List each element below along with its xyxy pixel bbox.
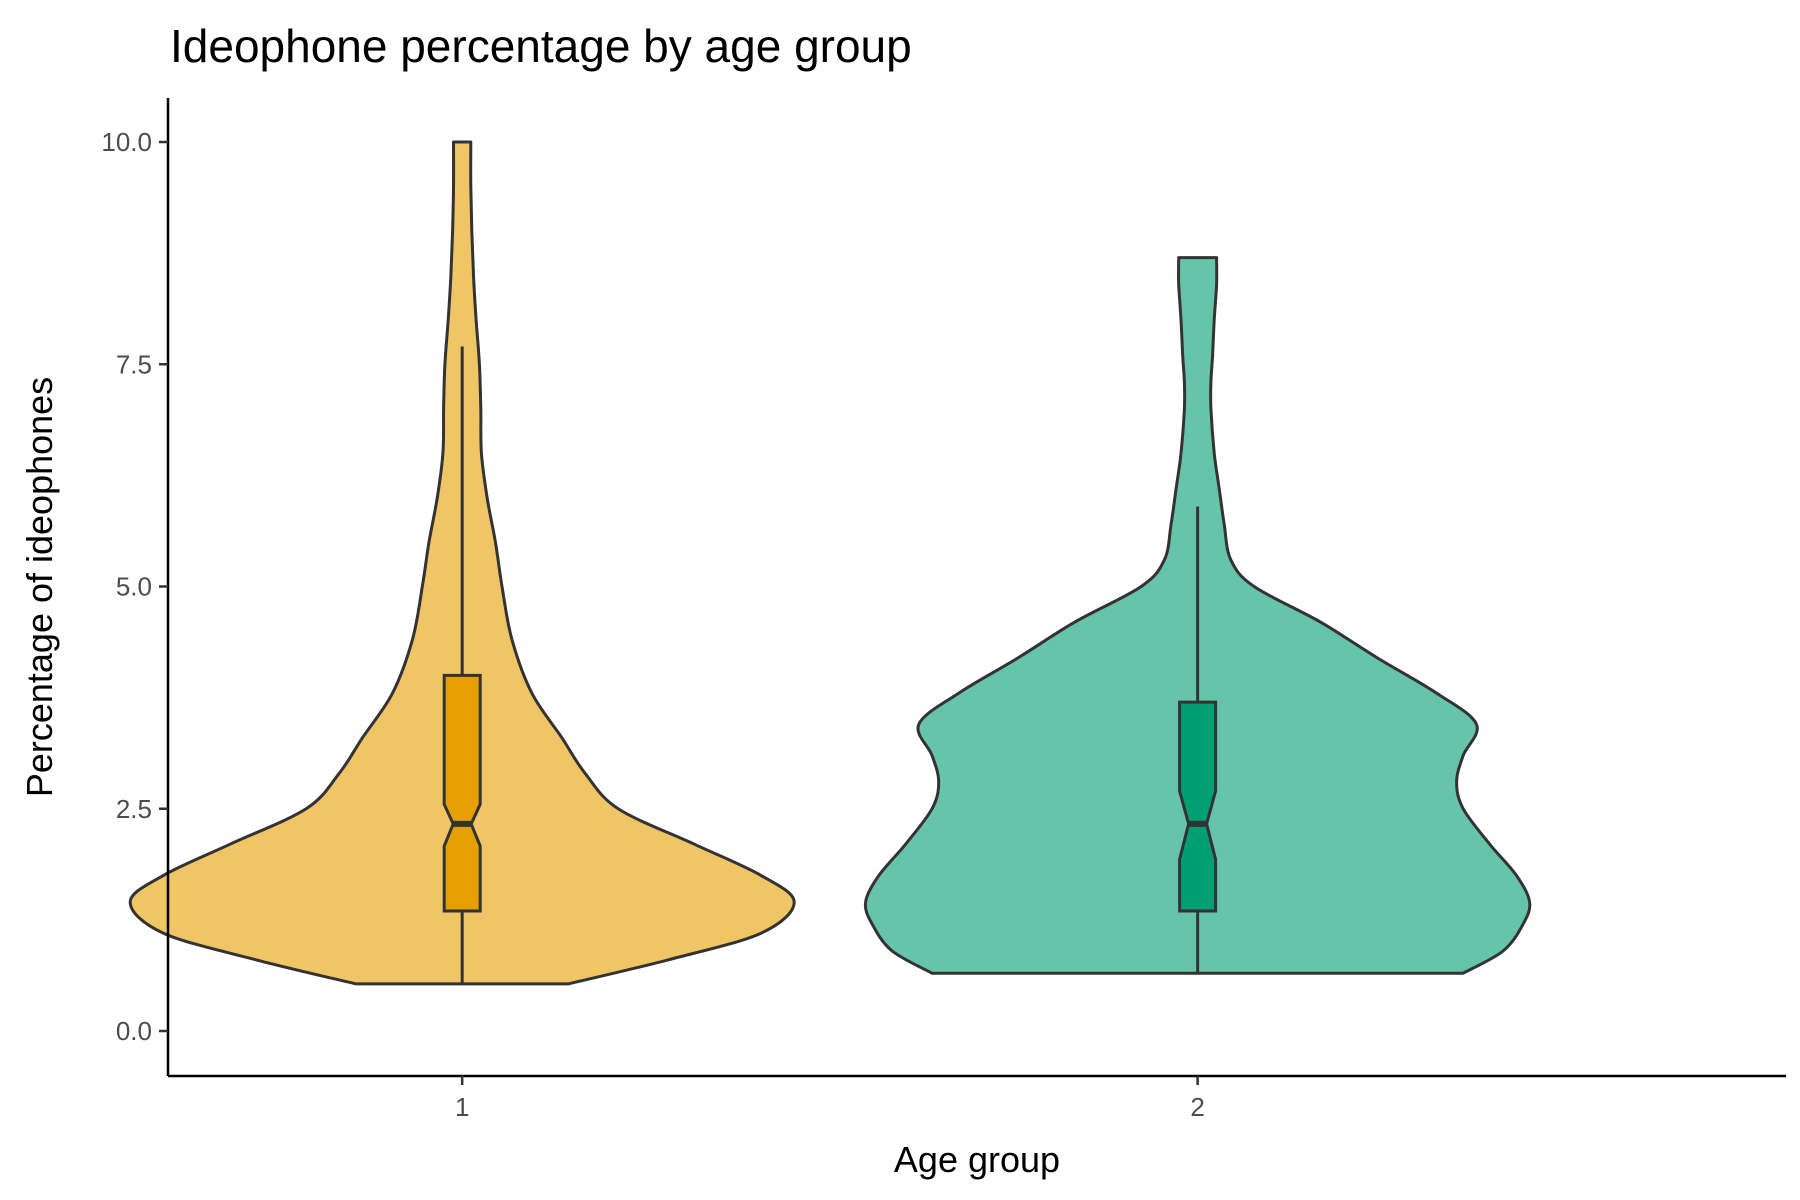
y-tick-label: 10.0 xyxy=(101,127,152,157)
notched-box-group-2 xyxy=(1178,700,1218,913)
x-tick-label: 1 xyxy=(455,1092,469,1122)
x-axis-title: Age group xyxy=(894,1139,1060,1180)
chart-title: Ideophone percentage by age group xyxy=(170,20,912,72)
y-tick-label: 0.0 xyxy=(116,1016,152,1046)
notched-box-group-1 xyxy=(442,673,482,913)
x-tick-label: 2 xyxy=(1190,1092,1204,1122)
y-axis-title: Percentage of ideophones xyxy=(19,377,60,797)
y-axis-ticks: 0.0 2.5 5.0 7.5 10.0 xyxy=(101,127,168,1046)
y-tick-label: 2.5 xyxy=(116,794,152,824)
y-tick-label: 5.0 xyxy=(116,572,152,602)
boxplots xyxy=(442,346,1218,984)
y-tick-label: 7.5 xyxy=(116,349,152,379)
violins xyxy=(128,140,1532,986)
